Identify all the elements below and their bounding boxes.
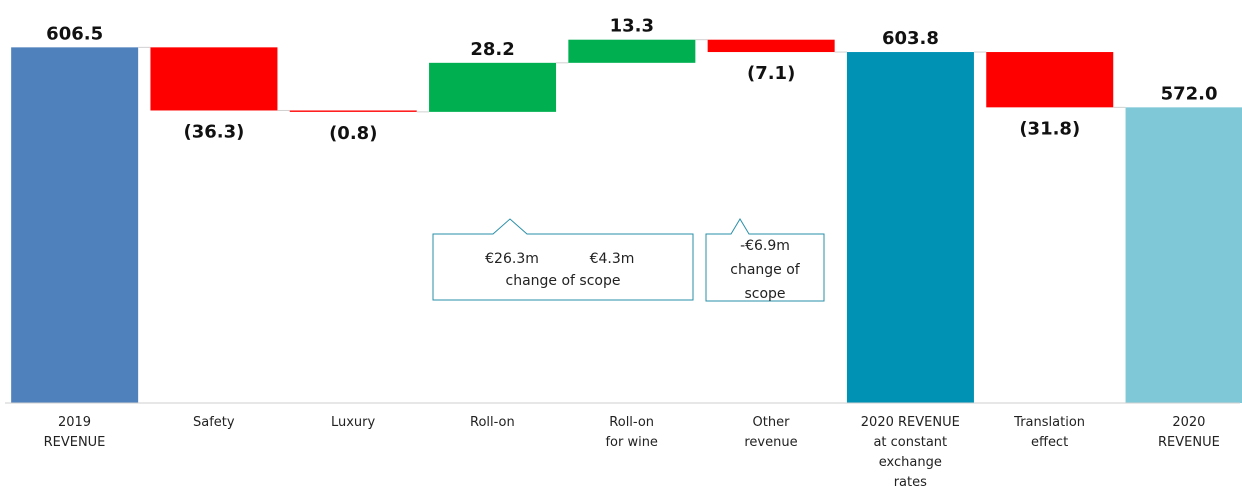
x-tick-label: Luxury [330,415,376,430]
bar [707,39,835,53]
annotation-text: change of scope [505,273,621,289]
x-tick-label: Other revenue [744,415,798,450]
annotation-text: change of scope [730,262,800,302]
value-label: 606.5 [46,23,103,44]
callout-box [432,218,694,301]
callout-box [705,218,825,302]
bar [289,110,417,112]
value-label: (7.1) [747,63,795,84]
x-tick-label: Safety [193,415,235,430]
annotation-text: -€6.9m [740,238,790,254]
bar [986,52,1114,108]
value-label: 13.3 [610,16,654,37]
value-label: (0.8) [329,123,377,144]
x-tick-label: Roll-on for wine [605,415,658,450]
value-label: 28.2 [470,39,514,60]
x-tick-label: 2019 REVENUE [43,415,106,450]
annotation-text: €26.3m [485,251,539,267]
bar [150,47,278,111]
bar [568,39,696,63]
bar [1125,107,1242,403]
value-label: (36.3) [184,121,245,142]
bar [429,62,557,112]
x-tick-label: 2020 REVENUE at constant exchange rates [860,415,960,490]
x-tick-label: Translation effect [1014,415,1086,450]
value-label: 572.0 [1161,83,1218,104]
x-tick-label: Roll-on [470,415,515,430]
bar [11,47,139,403]
annotation-text: €4.3m [589,251,635,267]
bar [846,52,974,403]
value-label: (31.8) [1019,118,1080,139]
value-label: 603.8 [882,28,939,49]
x-tick-label: 2020 REVENUE [1157,415,1220,450]
